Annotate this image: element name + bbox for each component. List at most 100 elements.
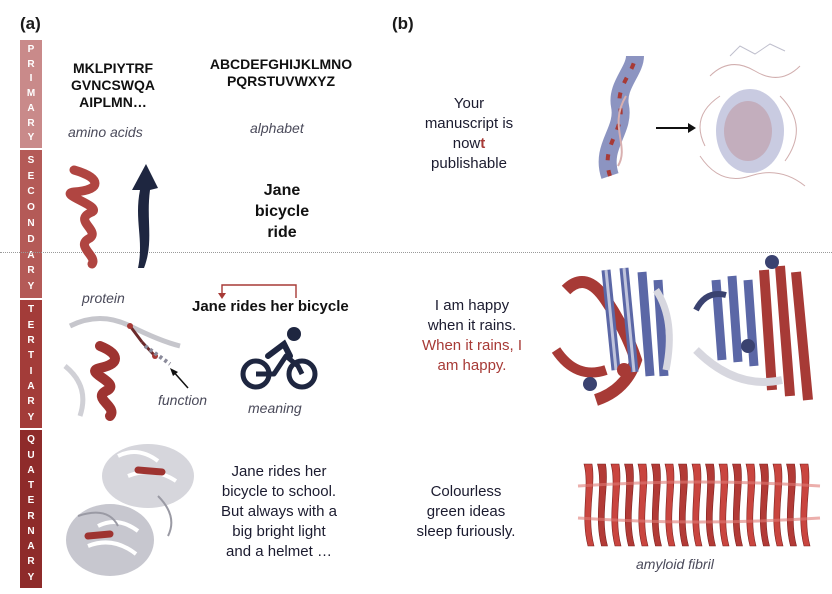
level-letter: D <box>27 233 35 245</box>
level-letter: T <box>27 350 35 362</box>
chomsky-line: green ideas <box>426 503 506 520</box>
letter-w: w <box>469 135 481 152</box>
amino-acid-sequence: MKLPIYTRF GVNCSWQA AIPLMN… <box>58 60 168 111</box>
story-line: Jane rides her <box>231 463 327 480</box>
level-letter: Y <box>27 132 35 144</box>
level-letter: R <box>27 510 35 522</box>
level-letter: R <box>27 58 35 70</box>
manuscript-line-now: nowt <box>452 135 486 152</box>
protein-ribbon-left-icon <box>551 267 673 406</box>
level-letter: Y <box>27 281 35 293</box>
alphabet-line: PQRSTUVWXYZ <box>226 73 336 89</box>
level-letter: E <box>27 170 35 182</box>
amyloid-fibril-caption: amyloid fibril <box>636 556 714 572</box>
word-ride: ride <box>267 224 297 241</box>
fibril-strand <box>637 463 649 547</box>
sequence-line: GVNCSWQA <box>71 77 155 93</box>
fibril-strand <box>745 463 757 547</box>
level-letter: N <box>27 525 35 537</box>
helix-icon <box>90 341 120 421</box>
fibril-strand <box>664 463 676 547</box>
story-text: Jane rides her bicycle to school. But al… <box>204 462 354 562</box>
level-letter: T <box>27 480 35 492</box>
amyloid-fibril-icon <box>577 463 821 547</box>
protein-caption: protein <box>82 290 125 306</box>
level-letter: S <box>27 154 35 166</box>
domain-swap-illustration <box>551 255 813 406</box>
level-letter: A <box>27 249 35 261</box>
manuscript-line: Your <box>453 95 485 112</box>
meaning-caption: meaning <box>248 400 302 416</box>
fibril-strand <box>718 463 730 547</box>
sequence-line: MKLPIYTRF <box>72 60 154 76</box>
story-line: big bright light <box>232 523 326 540</box>
protein-function-illustration <box>63 316 189 421</box>
story-line: bicycle to school. <box>221 483 337 500</box>
secondary-structure-illustration <box>65 164 158 269</box>
arrow-icon <box>170 368 189 389</box>
fibril-strand <box>705 463 716 547</box>
sequence-line: AIPLMN… <box>79 94 147 110</box>
story-line: and a helmet … <box>226 543 332 560</box>
level-letter: Q <box>27 434 35 446</box>
level-letter: E <box>27 319 35 331</box>
fibril-strand <box>651 463 662 547</box>
alphabet-line: ABCDEFGHIJKLMNO <box>209 56 353 72</box>
happy-red-line: When it rains, I <box>421 337 523 354</box>
word-list: Jane bicycle ride <box>232 180 332 243</box>
story-line: But always with a <box>221 503 337 520</box>
protein-ribbon-right-icon <box>693 255 813 401</box>
fibril-band <box>577 480 821 524</box>
word-jane: Jane <box>263 182 301 199</box>
happy-red-line: am happy. <box>437 357 507 374</box>
level-letter: U <box>27 449 35 461</box>
fibril-strand <box>678 463 689 547</box>
happy-sentences: I am happy when it rains. When it rains,… <box>402 296 542 376</box>
level-letter: O <box>27 202 35 214</box>
arrow-right-icon <box>656 123 696 133</box>
level-letter: R <box>27 334 35 346</box>
colourless-sentence: Colourless green ideas sleep furiously. <box>396 482 536 542</box>
panel-label-b: (b) <box>392 14 414 33</box>
level-letter: N <box>27 217 35 229</box>
word-bicycle: bicycle <box>254 203 310 220</box>
level-letter: E <box>27 495 35 507</box>
bracket-arrow-icon <box>218 284 297 299</box>
level-letter: C <box>27 186 35 198</box>
manuscript-line: publishable <box>431 155 507 172</box>
alphabet-text: ABCDEFGHIJKLMNO PQRSTUVWXYZ <box>188 56 374 90</box>
level-letter: I <box>29 73 33 85</box>
level-letter: A <box>27 102 35 114</box>
fibril-strand <box>799 463 811 547</box>
divider-line <box>0 252 832 253</box>
fibril-strand <box>597 463 608 547</box>
level-letter: A <box>27 464 35 476</box>
jane-sentence: Jane rides her bicycle <box>192 298 349 315</box>
level-letter: A <box>27 541 35 553</box>
level-letter: R <box>27 265 35 277</box>
level-letter: M <box>26 88 36 99</box>
level-letter: P <box>27 43 35 55</box>
fibril-strand <box>583 463 595 547</box>
level-letter: Y <box>27 571 35 583</box>
level-letter: A <box>27 380 35 392</box>
inserted-t: t <box>480 135 486 152</box>
level-letter: T <box>27 304 35 316</box>
happy-line: when it rains. <box>427 317 517 334</box>
fibril-strand <box>759 463 770 547</box>
fibril-strand <box>610 463 622 547</box>
level-letter: I <box>29 365 33 377</box>
chomsky-line: sleep furiously. <box>416 523 516 540</box>
fibril-strand <box>624 463 635 547</box>
folded-protein-icon <box>598 54 644 179</box>
panel-label-a: (a) <box>20 14 41 33</box>
amino-acids-caption: amino acids <box>68 124 143 140</box>
function-caption: function <box>158 392 208 408</box>
level-letter: R <box>27 117 35 129</box>
level-letter: R <box>27 396 35 408</box>
ligand-icon <box>127 323 172 366</box>
